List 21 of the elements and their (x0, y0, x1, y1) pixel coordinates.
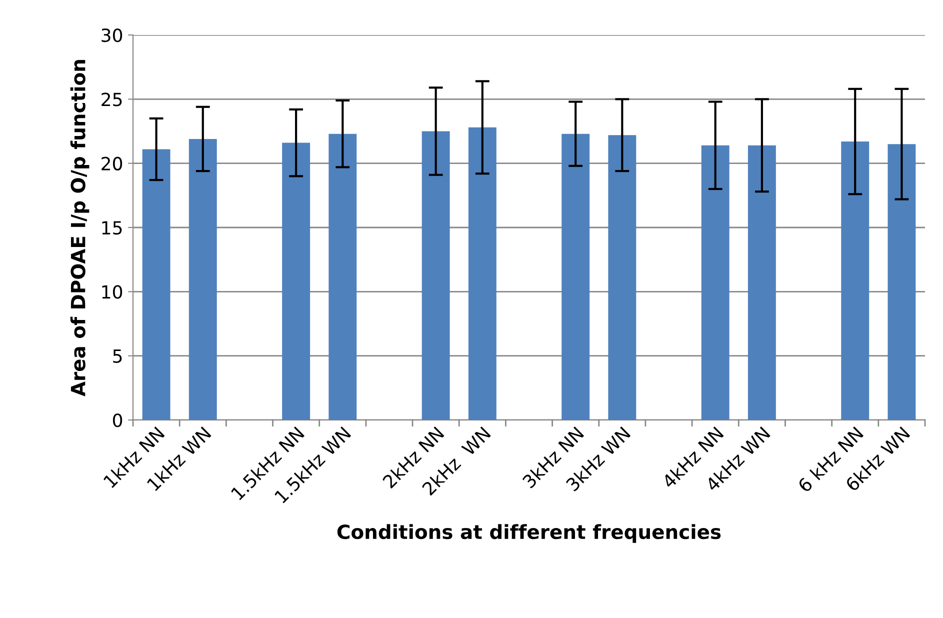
bar (422, 131, 450, 420)
bar (701, 145, 730, 420)
y-tick-label: 15 (102, 221, 122, 235)
bar (888, 144, 916, 420)
y-tick-label: 30 (102, 28, 122, 42)
y-tick-label: 10 (102, 285, 122, 299)
y-tick-label: 20 (102, 156, 122, 170)
x-axis-title: Conditions at different frequencies (337, 524, 721, 543)
bar (282, 142, 310, 420)
bar (468, 127, 496, 420)
bar (748, 145, 776, 420)
y-tick-label: 25 (102, 92, 122, 106)
bar (142, 149, 170, 420)
bar (188, 138, 217, 420)
bar (841, 142, 870, 420)
y-tick-label: 0 (112, 413, 122, 428)
bar (328, 134, 357, 420)
y-tick-label: 5 (113, 350, 122, 363)
bar (562, 134, 590, 420)
y-axis-title: Area of DPOAE I/p O/p function (70, 60, 90, 396)
bar (608, 135, 636, 420)
